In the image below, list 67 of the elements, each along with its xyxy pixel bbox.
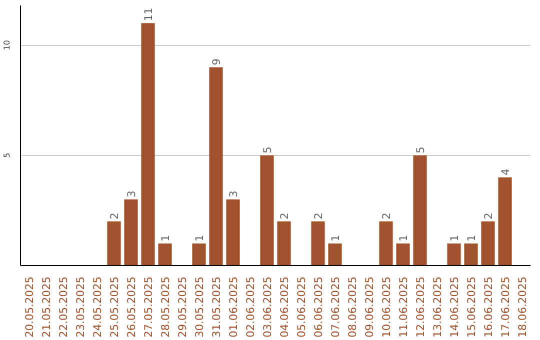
bar — [464, 243, 478, 266]
data-label: 2 — [380, 212, 393, 220]
bar — [192, 243, 206, 266]
data-label: 2 — [482, 212, 495, 220]
bar — [447, 243, 461, 266]
data-label: 3 — [227, 190, 240, 198]
bar — [413, 155, 427, 266]
bar — [158, 243, 172, 266]
x-tick-label: 11.06.2025 — [397, 276, 410, 338]
x-tick-label: 15.06.2025 — [465, 276, 478, 338]
bar — [107, 221, 121, 266]
bar — [209, 67, 223, 266]
x-tick-label: 23.05.2025 — [74, 276, 87, 338]
x-tick-label: 10.06.2025 — [380, 276, 393, 338]
data-label: 11 — [142, 8, 155, 22]
x-tick-label: 17.06.2025 — [499, 276, 512, 338]
x-tick-label: 03.06.2025 — [261, 276, 274, 338]
data-label: 3 — [125, 190, 138, 198]
bar — [226, 199, 240, 266]
x-tick-label: 09.06.2025 — [363, 276, 376, 338]
x-tick-label: 14.06.2025 — [448, 276, 461, 338]
data-label: 1 — [159, 234, 172, 242]
bar — [260, 155, 274, 266]
x-tick-label: 29.05.2025 — [176, 276, 189, 338]
bar — [124, 199, 138, 266]
data-label: 1 — [397, 234, 410, 242]
data-label: 1 — [329, 234, 342, 242]
x-tick-label: 30.05.2025 — [193, 276, 206, 338]
x-tick-label: 21.05.2025 — [40, 276, 53, 338]
x-tick-label: 02.06.2025 — [244, 276, 257, 338]
data-label: 2 — [312, 212, 325, 220]
bar — [396, 243, 410, 266]
data-label: 1 — [465, 234, 478, 242]
bar — [481, 221, 495, 266]
x-tick-label: 01.06.2025 — [227, 276, 240, 338]
x-tick-label: 16.06.2025 — [482, 276, 495, 338]
x-tick-label: 06.06.2025 — [312, 276, 325, 338]
x-tick-label: 07.06.2025 — [329, 276, 342, 338]
x-tick-label: 31.05.2025 — [210, 276, 223, 338]
y-tick-label: 10 — [2, 40, 12, 50]
bar — [328, 243, 342, 266]
x-tick-label: 08.06.2025 — [346, 276, 359, 338]
data-label: 5 — [414, 146, 427, 154]
x-tick-label: 28.05.2025 — [159, 276, 172, 338]
bar — [141, 23, 155, 266]
x-tick-label: 24.05.2025 — [91, 276, 104, 338]
x-tick-label: 27.05.2025 — [142, 276, 155, 338]
x-tick-label: 18.06.2025 — [516, 276, 529, 338]
x-tick-label: 04.06.2025 — [278, 276, 291, 338]
data-label: 2 — [278, 212, 291, 220]
x-tick-label: 22.05.2025 — [57, 276, 70, 338]
bar — [311, 221, 325, 266]
data-label: 5 — [261, 146, 274, 154]
data-label: 2 — [108, 212, 121, 220]
data-label: 1 — [193, 234, 206, 242]
x-tick-label: 05.06.2025 — [295, 276, 308, 338]
data-label: 1 — [448, 234, 461, 242]
x-tick-label: 25.05.2025 — [108, 276, 121, 338]
bar — [379, 221, 393, 266]
data-label: 4 — [499, 168, 512, 176]
x-tick-label: 12.06.2025 — [414, 276, 427, 338]
x-tick-label: 13.06.2025 — [431, 276, 444, 338]
bar — [498, 177, 512, 266]
bar — [277, 221, 291, 266]
data-label: 9 — [210, 58, 223, 66]
x-tick-label: 26.05.2025 — [125, 276, 138, 338]
x-tick-label: 20.05.2025 — [23, 276, 36, 338]
